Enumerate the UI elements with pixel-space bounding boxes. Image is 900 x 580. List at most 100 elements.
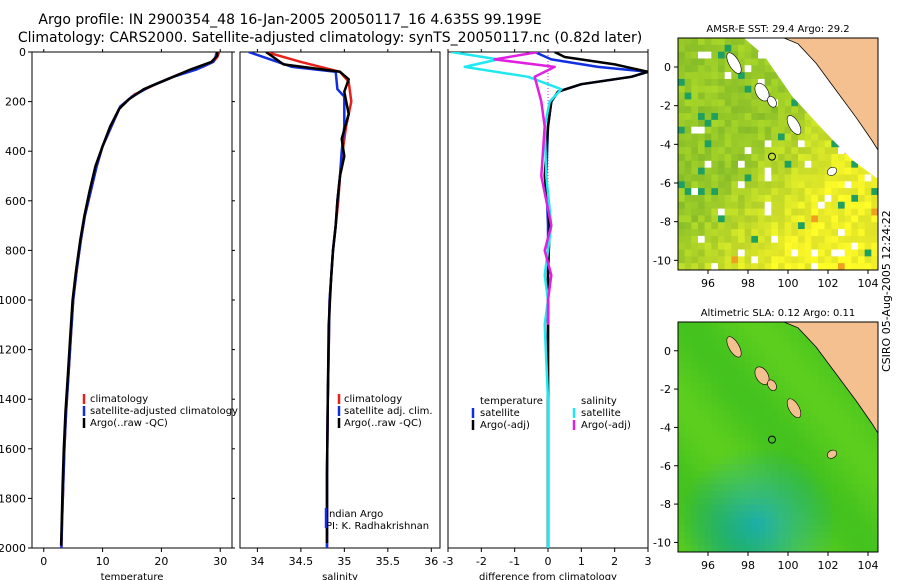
map-cell bbox=[784, 389, 792, 397]
map-cell bbox=[724, 160, 732, 169]
map-cell bbox=[744, 531, 752, 539]
map-cell bbox=[804, 147, 812, 155]
annotation-text: PI: K. Radhakrishnan bbox=[326, 521, 429, 532]
map-cell bbox=[798, 235, 806, 244]
map-cell bbox=[704, 167, 712, 175]
map-cell bbox=[851, 242, 859, 251]
map-cell bbox=[844, 229, 852, 237]
map-cell bbox=[684, 160, 692, 169]
map-cell bbox=[744, 464, 752, 472]
map-cell bbox=[831, 382, 839, 391]
map-cell bbox=[764, 147, 772, 155]
map-cell bbox=[818, 497, 826, 506]
map-cell bbox=[824, 263, 832, 270]
map-cell bbox=[811, 194, 819, 203]
map-cell bbox=[811, 504, 819, 512]
map-cell bbox=[724, 235, 732, 244]
map-cell bbox=[718, 229, 726, 237]
map-cell bbox=[831, 174, 839, 182]
map-cell bbox=[771, 430, 779, 438]
map-cell bbox=[678, 263, 686, 270]
map-cell bbox=[751, 457, 759, 465]
map-cell bbox=[751, 335, 759, 343]
map-cell bbox=[818, 396, 826, 404]
map-cell bbox=[724, 443, 732, 452]
map-cell bbox=[731, 457, 739, 465]
land-sumatra bbox=[783, 322, 878, 434]
map-cell bbox=[784, 342, 792, 350]
map-cell bbox=[824, 403, 832, 411]
x-tick-label: -3 bbox=[443, 555, 454, 568]
map-cell bbox=[698, 464, 706, 472]
map-cell bbox=[751, 443, 759, 452]
map-cell bbox=[678, 531, 686, 539]
map-cell bbox=[791, 181, 799, 189]
map-cell bbox=[838, 396, 846, 404]
map-cell bbox=[678, 457, 686, 465]
map-cell bbox=[751, 181, 759, 189]
map-cell bbox=[791, 328, 799, 337]
map-cell bbox=[784, 181, 792, 189]
map-cell bbox=[864, 201, 872, 210]
map-cell bbox=[758, 362, 766, 370]
map-cell bbox=[684, 396, 692, 404]
map-cell bbox=[698, 147, 706, 155]
map-cell bbox=[838, 256, 846, 264]
map-cell bbox=[771, 497, 779, 506]
map-cell bbox=[818, 470, 826, 479]
map-cell bbox=[698, 235, 706, 244]
map-cell bbox=[838, 477, 846, 485]
map-cell bbox=[691, 44, 699, 53]
map-cell bbox=[731, 92, 739, 100]
map-cell bbox=[691, 263, 699, 270]
map-cell bbox=[864, 181, 872, 189]
map-cell bbox=[764, 167, 772, 175]
map-cell bbox=[838, 430, 846, 438]
map-cell bbox=[738, 113, 746, 121]
map-cell bbox=[751, 504, 759, 512]
map-cell bbox=[804, 538, 812, 546]
map-cell bbox=[738, 140, 746, 148]
map-cell bbox=[724, 174, 732, 182]
map-cell bbox=[778, 362, 786, 370]
map-cell bbox=[738, 38, 746, 46]
map-cell bbox=[784, 362, 792, 370]
map-cell bbox=[844, 160, 852, 169]
map-cell bbox=[704, 249, 712, 257]
map-cell bbox=[724, 126, 732, 135]
map-cell bbox=[738, 396, 746, 404]
map-cell bbox=[738, 106, 746, 114]
map-cell bbox=[724, 409, 732, 418]
map-cell bbox=[704, 504, 712, 512]
series-line-4 bbox=[493, 52, 556, 325]
map-cell bbox=[758, 106, 766, 114]
map-cell bbox=[751, 58, 759, 66]
map-cell bbox=[691, 72, 699, 80]
map-cell bbox=[684, 181, 692, 189]
map-cell bbox=[691, 423, 699, 431]
map-cell bbox=[751, 497, 759, 506]
map-cell bbox=[691, 174, 699, 182]
map-cell bbox=[811, 167, 819, 175]
legend-label: satellite bbox=[480, 408, 520, 419]
map-cell bbox=[804, 389, 812, 397]
map-cell bbox=[751, 430, 759, 438]
map-cell bbox=[744, 450, 752, 458]
map-cell bbox=[751, 423, 759, 431]
map-cell bbox=[778, 389, 786, 397]
map-cell bbox=[744, 147, 752, 155]
map-cell bbox=[711, 65, 719, 73]
profile-panel-2: 34 34.5 35 35.5 36salinityclimatologysatelli… bbox=[239, 49, 441, 580]
map-cell bbox=[678, 235, 686, 244]
map-cell bbox=[771, 85, 779, 94]
map-cell bbox=[798, 382, 806, 391]
map-cell bbox=[844, 215, 852, 223]
map-cell bbox=[831, 215, 839, 223]
map-cell bbox=[778, 450, 786, 458]
map-cell bbox=[684, 147, 692, 155]
map-cell bbox=[751, 511, 759, 519]
map-cell bbox=[698, 349, 706, 357]
map-cell bbox=[831, 222, 839, 230]
map-cell bbox=[724, 38, 732, 46]
map-cell bbox=[824, 416, 832, 424]
